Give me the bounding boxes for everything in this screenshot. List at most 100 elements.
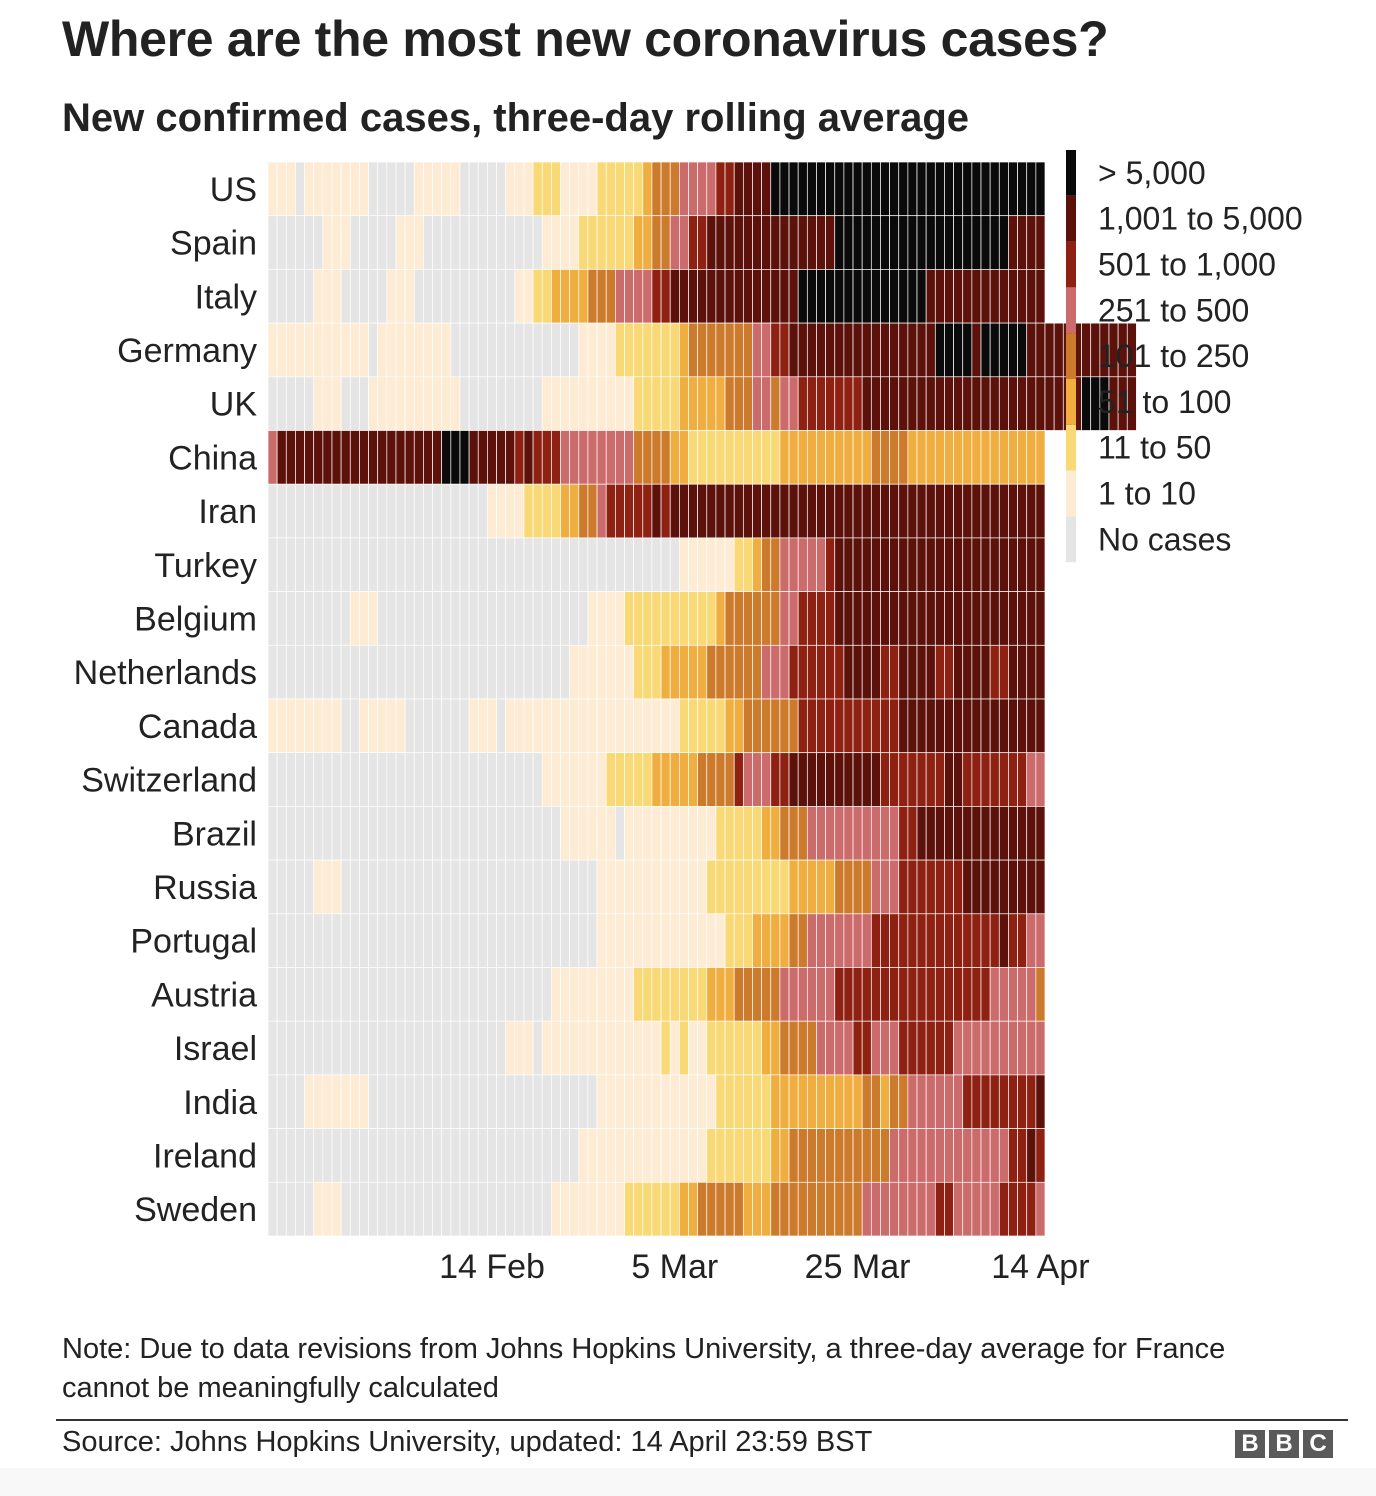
heatmap-cell [285,913,296,968]
heatmap-cell [797,161,808,217]
heatmap-cell [852,1128,863,1183]
heatmap-cell [514,1181,525,1237]
heatmap-cell [852,215,863,270]
heatmap-cell [916,376,927,431]
heatmap-cell [1017,269,1028,324]
heatmap-cell [989,967,1000,1022]
heatmap-cell [386,161,397,217]
heatmap-cell [806,269,817,324]
heatmap-cell [660,269,671,324]
heatmap-cell [340,161,351,217]
heatmap-cell [459,752,470,807]
heatmap-cell [505,1020,516,1076]
heatmap-cell [551,806,561,861]
heatmap-cell [1026,537,1037,592]
heatmap-cell [267,752,278,807]
heatmap-cell [724,752,735,807]
heatmap-cell [331,161,342,217]
heatmap-cell [587,215,598,270]
heatmap-cell [733,644,744,700]
heatmap-cell [377,1128,388,1183]
heatmap-cell [477,752,488,807]
heatmap-cell [816,537,826,592]
heatmap-cell [450,1181,461,1237]
heatmap-cell [779,376,790,431]
heatmap-chart: USSpainItalyGermanyUKChinaIranTurkeyBelg… [74,150,1303,1286]
heatmap-cell [349,376,360,431]
heatmap-cell [861,1181,872,1237]
heatmap-cell [770,483,781,539]
heatmap-cell [989,1128,1000,1183]
heatmap-cell [541,1074,552,1129]
heatmap-cell [496,752,507,807]
heatmap-cell [349,430,360,485]
heatmap-cell [998,806,1009,861]
heatmap-cell [331,1074,342,1129]
heatmap-cell [925,1074,936,1129]
heatmap-cell [624,269,635,324]
heatmap-cell [843,1074,854,1129]
heatmap-cell [267,483,278,539]
heatmap-cell [779,913,790,968]
heatmap-cell [843,806,854,861]
heatmap-cell [487,698,497,754]
heatmap-cell [468,269,479,324]
heatmap-cell [1035,806,1046,861]
heatmap-cell [944,269,954,324]
heatmap-cell [404,1181,415,1237]
heatmap-cell [441,269,452,324]
heatmap-cell [998,430,1009,485]
heatmap-cell [340,1020,351,1076]
heatmap-cell [916,1128,927,1183]
heatmap-cell [313,859,324,915]
heatmap-cell [377,1020,388,1076]
heatmap-cell [331,376,342,431]
heatmap-cell [788,161,799,217]
heatmap-cell [551,1074,561,1129]
heatmap-cell [578,644,589,700]
heatmap-cell [587,376,598,431]
heatmap-cell [633,430,644,485]
heatmap-cell [962,913,973,968]
heatmap-cell [304,967,315,1022]
heatmap-cell [806,1020,817,1076]
heatmap-cell [331,967,342,1022]
heatmap-cell [605,644,616,700]
heatmap-cell [276,967,287,1022]
heatmap-cell [742,161,753,217]
heatmap-cell [477,913,488,968]
heatmap-cell [889,752,900,807]
heatmap-cell [578,322,589,378]
heatmap-cell [678,269,689,324]
heatmap-cell [688,322,698,378]
heatmap-cell [432,644,443,700]
heatmap-cell [742,591,753,646]
heatmap-cell [898,967,909,1022]
heatmap-cell [962,376,973,431]
heatmap-cell [797,1020,808,1076]
heatmap-cell [770,1128,781,1183]
heatmap-cell [761,806,772,861]
heatmap-cell [560,752,571,807]
heatmap-cell [944,376,954,431]
heatmap-cell [806,1074,817,1129]
heatmap-cell [450,806,461,861]
heatmap-cell [843,322,854,378]
heatmap-cell [532,591,543,646]
heatmap-cell [423,322,433,378]
heatmap-cell [477,859,488,915]
heatmap-cell [514,376,525,431]
heatmap-cell [742,1020,753,1076]
heatmap-cell [852,859,863,915]
heatmap-cell [944,698,954,754]
heatmap-cell [349,322,360,378]
heatmap-cell [816,1181,826,1237]
heatmap-cell [806,322,817,378]
heatmap-cell [889,1020,900,1076]
heatmap-cell [1017,1074,1028,1129]
heatmap-cell [953,644,964,700]
heatmap-cell [752,215,762,270]
heatmap-cell [816,859,826,915]
heatmap-cell [898,269,909,324]
heatmap-cell [998,967,1009,1022]
